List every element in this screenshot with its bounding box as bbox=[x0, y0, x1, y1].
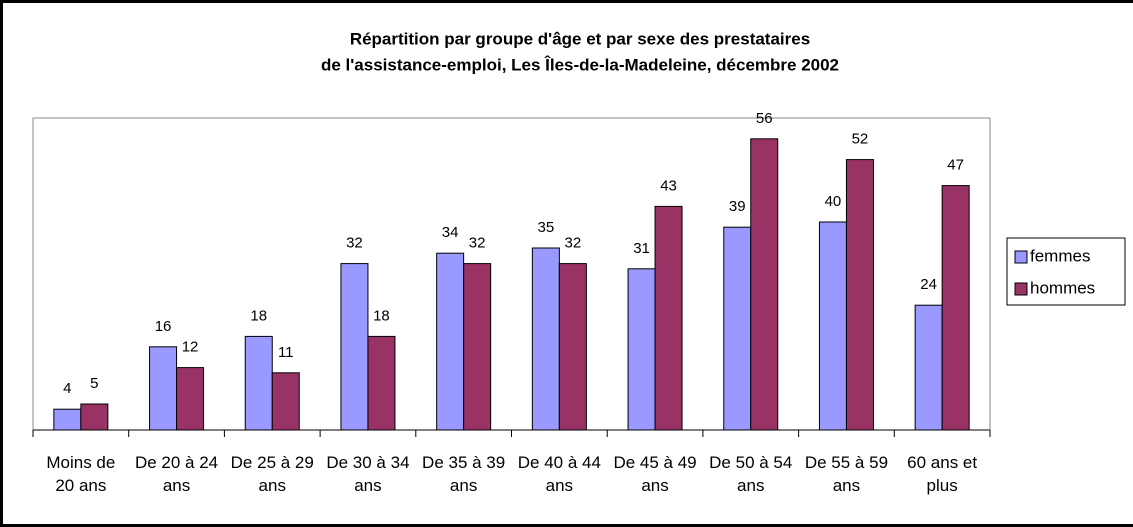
value-label: 32 bbox=[565, 235, 582, 252]
value-label: 16 bbox=[155, 318, 172, 335]
bar bbox=[627, 268, 656, 431]
value-label: 18 bbox=[373, 307, 390, 324]
value-label: 47 bbox=[947, 157, 964, 174]
x-tick-label: De 50 à 54 ans bbox=[709, 453, 793, 495]
value-label: 34 bbox=[442, 224, 459, 241]
bar bbox=[367, 335, 396, 431]
x-tick-label: De 35 à 39 ans bbox=[422, 453, 506, 495]
bar bbox=[818, 221, 847, 431]
value-label: 11 bbox=[278, 344, 294, 361]
bar bbox=[80, 403, 109, 431]
value-label: 52 bbox=[852, 131, 869, 148]
x-tick-label: De 30 à 34 ans bbox=[326, 453, 410, 495]
value-label: 40 bbox=[825, 193, 842, 210]
bar bbox=[941, 185, 970, 431]
bar bbox=[723, 226, 752, 431]
chart-title: de l'assistance-emploi, Les Îles-de-la-M… bbox=[321, 55, 839, 74]
x-tick-label: Moins de 20 ans bbox=[46, 453, 116, 495]
value-label: 18 bbox=[250, 307, 267, 324]
x-tick-label: De 45 à 49 ans bbox=[613, 453, 697, 495]
value-label: 5 bbox=[90, 375, 98, 392]
legend-label: hommes bbox=[1030, 278, 1095, 297]
x-tick-label: 60 ans et plus bbox=[907, 453, 978, 495]
value-label: 12 bbox=[182, 339, 199, 356]
bar bbox=[558, 263, 587, 431]
bar bbox=[176, 367, 205, 431]
value-label: 56 bbox=[756, 110, 773, 127]
value-label: 32 bbox=[346, 235, 363, 252]
bar bbox=[654, 205, 683, 431]
value-label: 24 bbox=[920, 276, 937, 293]
legend-label: femmes bbox=[1030, 246, 1090, 265]
x-tick-label: De 20 à 24 ans bbox=[134, 453, 219, 495]
bar bbox=[271, 372, 300, 431]
bar bbox=[531, 247, 560, 431]
bar bbox=[436, 252, 465, 431]
chart-title: Répartition par groupe d'âge et par sexe… bbox=[350, 29, 810, 48]
bar bbox=[244, 335, 273, 431]
value-label: 32 bbox=[469, 235, 486, 252]
x-tick-label: De 25 à 29 ans bbox=[230, 453, 314, 495]
legend-swatch bbox=[1014, 282, 1028, 296]
x-tick-label: De 40 à 44 ans bbox=[517, 453, 601, 495]
bar bbox=[53, 408, 82, 431]
value-label: 39 bbox=[729, 198, 746, 215]
x-tick-label: De 55 à 59 ans bbox=[804, 453, 889, 495]
value-label: 43 bbox=[660, 177, 677, 194]
bar bbox=[463, 263, 492, 431]
bar bbox=[149, 346, 178, 431]
value-label: 31 bbox=[633, 240, 650, 257]
bar bbox=[845, 159, 874, 431]
legend-swatch bbox=[1014, 250, 1028, 264]
bar bbox=[340, 263, 369, 431]
value-label: 35 bbox=[538, 219, 555, 236]
value-label: 4 bbox=[63, 380, 71, 397]
bar bbox=[914, 304, 943, 431]
bar bbox=[750, 138, 779, 431]
